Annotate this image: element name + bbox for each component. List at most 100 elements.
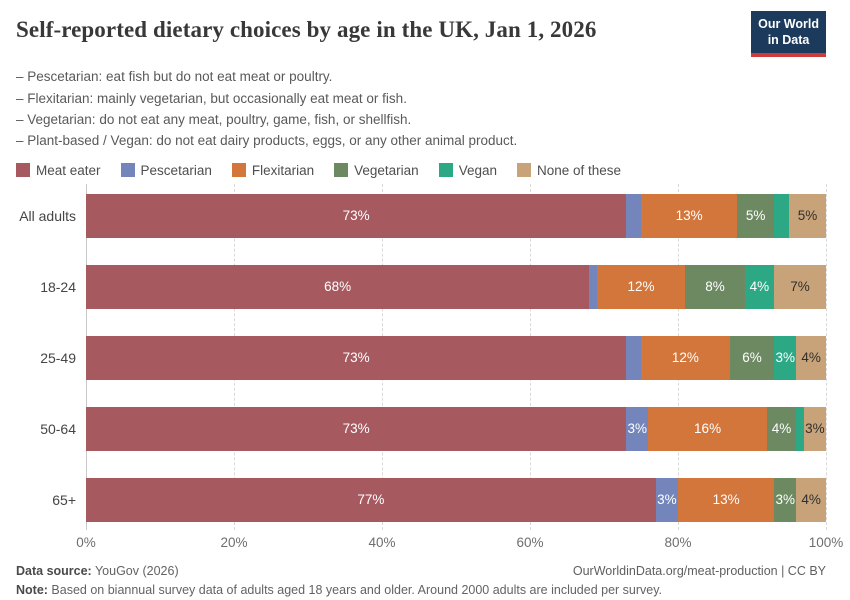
subtitle: – Pescetarian: eat fish but do not eat m… — [16, 66, 826, 151]
bar-segment-vegetarian[interactable]: 3% — [774, 477, 797, 522]
segment-value-label: 5% — [797, 208, 818, 224]
bar-segment-vegetarian[interactable]: 8% — [685, 264, 745, 309]
x-tick-label: 80% — [664, 534, 692, 550]
legend-label: Meat eater — [36, 162, 101, 178]
legend-item-none-of-these[interactable]: None of these — [516, 163, 621, 178]
owid-logo-line2: in Data — [767, 32, 810, 47]
stacked-bar-chart: All adults 73% 13% 5% 5% 18-24 68% 12% 8% 4% 7% 25-… — [16, 183, 843, 552]
bar-segment-none-of-these[interactable]: 7% — [774, 264, 826, 309]
segment-value-label: 77% — [357, 492, 385, 508]
segment-value-label: 3% — [775, 492, 796, 508]
segment-value-label: 73% — [342, 208, 370, 224]
segment-value-label: 13% — [675, 208, 703, 224]
legend-item-vegan[interactable]: Vegan — [438, 163, 497, 178]
data-source: Data source: YouGov (2026) — [16, 564, 179, 578]
bar-segment-meat-eater[interactable]: 77% — [86, 477, 656, 522]
x-axis: 0% 20% 40% 60% 80% 100% — [76, 530, 843, 552]
bar-segment-flexitarian[interactable]: 13% — [677, 477, 775, 522]
bar-segment-vegan[interactable]: 3% — [774, 335, 797, 380]
bar-segment-vegetarian[interactable]: 4% — [766, 406, 797, 451]
segment-value-label: 4% — [771, 421, 792, 437]
bar-segment-pescetarian[interactable] — [626, 335, 641, 380]
bar-segment-vegan[interactable] — [774, 193, 789, 238]
bar-segment-flexitarian[interactable]: 12% — [640, 335, 730, 380]
segment-value-label: 4% — [749, 279, 770, 295]
bar-segment-none-of-these[interactable]: 4% — [796, 477, 826, 522]
category-label: 25-49 — [40, 349, 76, 366]
legend-label: Vegetarian — [354, 162, 419, 178]
bar-segment-flexitarian[interactable]: 16% — [648, 406, 767, 451]
chart-legend: Meat eater Pescetarian Flexitarian Vegetari… — [16, 163, 826, 178]
chart-row-50-64: 50-64 73% 3% 16% 4% 3% — [16, 406, 826, 451]
chart-row-65: 65+ 77% 3% 13% 3% 4% — [16, 477, 826, 522]
segment-value-label: 73% — [342, 350, 370, 366]
x-tick-label: 20% — [220, 534, 248, 550]
legend-item-vegetarian[interactable]: Vegetarian — [334, 163, 419, 178]
bar-segment-vegan[interactable]: 4% — [744, 264, 775, 309]
bar-segment-vegetarian[interactable]: 5% — [737, 193, 775, 238]
bar-segment-vegan[interactable] — [796, 406, 804, 451]
bar-segment-pescetarian[interactable] — [589, 264, 597, 309]
segment-value-label: 3% — [775, 350, 796, 366]
subtitle-line-vegan: – Plant-based / Vegan: do not eat dairy … — [16, 133, 518, 149]
bar-segment-pescetarian[interactable]: 3% — [626, 406, 649, 451]
chart-row-18-24: 18-24 68% 12% 8% 4% 7% — [16, 264, 826, 309]
x-tick-label: 0% — [76, 534, 96, 550]
footer-note-label: Note: — [16, 582, 48, 597]
owid-logo-line1: Our World — [758, 17, 819, 31]
legend-swatch-icon — [438, 163, 453, 178]
bar-segment-pescetarian[interactable]: 3% — [655, 477, 678, 522]
data-source-label: Data source: — [16, 563, 92, 578]
data-source-value: YouGov (2026) — [91, 563, 179, 578]
segment-value-label: 68% — [324, 279, 352, 295]
gridline — [826, 183, 827, 530]
legend-label: Pescetarian — [140, 162, 212, 178]
bar-segment-meat-eater[interactable]: 73% — [86, 335, 627, 380]
segment-value-label: 12% — [627, 279, 655, 295]
subtitle-line-flexitarian: – Flexitarian: mainly vegetarian, but oc… — [16, 90, 407, 106]
legend-swatch-icon — [231, 163, 246, 178]
legend-swatch-icon — [120, 163, 135, 178]
category-label: 50-64 — [40, 420, 76, 437]
bar-segment-none-of-these[interactable]: 5% — [788, 193, 826, 238]
segment-value-label: 12% — [671, 350, 699, 366]
segment-value-label: 5% — [745, 208, 766, 224]
segment-value-label: 3% — [657, 492, 677, 508]
bar-segment-meat-eater[interactable]: 73% — [86, 193, 627, 238]
bar-segment-flexitarian[interactable]: 13% — [640, 193, 738, 238]
bar-segment-pescetarian[interactable] — [626, 193, 641, 238]
legend-item-meat-eater[interactable]: Meat eater — [16, 163, 101, 178]
subtitle-line-vegetarian: – Vegetarian: do not eat any meat, poult… — [16, 111, 412, 127]
bar-segment-meat-eater[interactable]: 68% — [86, 264, 590, 309]
segment-value-label: 6% — [742, 350, 762, 366]
category-label: 65+ — [52, 491, 76, 508]
legend-item-flexitarian[interactable]: Flexitarian — [231, 162, 315, 178]
subtitle-line-pescetarian: – Pescetarian: eat fish but do not eat m… — [16, 69, 333, 85]
stacked-bar: 73% 3% 16% 4% 3% — [86, 406, 826, 451]
bar-segment-meat-eater[interactable]: 73% — [86, 406, 627, 451]
segment-value-label: 4% — [801, 350, 821, 366]
segment-value-label: 16% — [694, 421, 722, 437]
stacked-bar: 77% 3% 13% 3% 4% — [86, 477, 826, 522]
legend-label: Flexitarian — [251, 162, 315, 178]
category-label: All adults — [19, 207, 76, 224]
footer-note: Note: Based on biannual survey data of a… — [16, 583, 826, 597]
bar-segment-none-of-these[interactable]: 3% — [803, 406, 826, 451]
stacked-bar: 73% 13% 5% 5% — [86, 193, 826, 238]
bar-segment-none-of-these[interactable]: 4% — [796, 335, 826, 380]
chart-row-all-adults: All adults 73% 13% 5% 5% — [16, 193, 826, 238]
segment-value-label: 7% — [790, 279, 810, 295]
bar-segment-vegetarian[interactable]: 6% — [729, 335, 775, 380]
page-title: Self-reported dietary choices by age in … — [16, 17, 597, 42]
legend-swatch-icon — [516, 163, 531, 178]
segment-value-label: 73% — [342, 421, 370, 437]
owid-logo[interactable]: Our World in Data — [751, 11, 826, 58]
bar-segment-flexitarian[interactable]: 12% — [596, 264, 686, 309]
stacked-bar: 68% 12% 8% 4% 7% — [86, 264, 826, 309]
legend-swatch-icon — [334, 163, 349, 178]
owid-link[interactable]: OurWorldinData.org/meat-production | CC … — [572, 563, 826, 578]
segment-value-label: 8% — [705, 279, 725, 295]
legend-item-pescetarian[interactable]: Pescetarian — [120, 162, 212, 178]
stacked-bar: 73% 12% 6% 3% 4% — [86, 335, 826, 380]
